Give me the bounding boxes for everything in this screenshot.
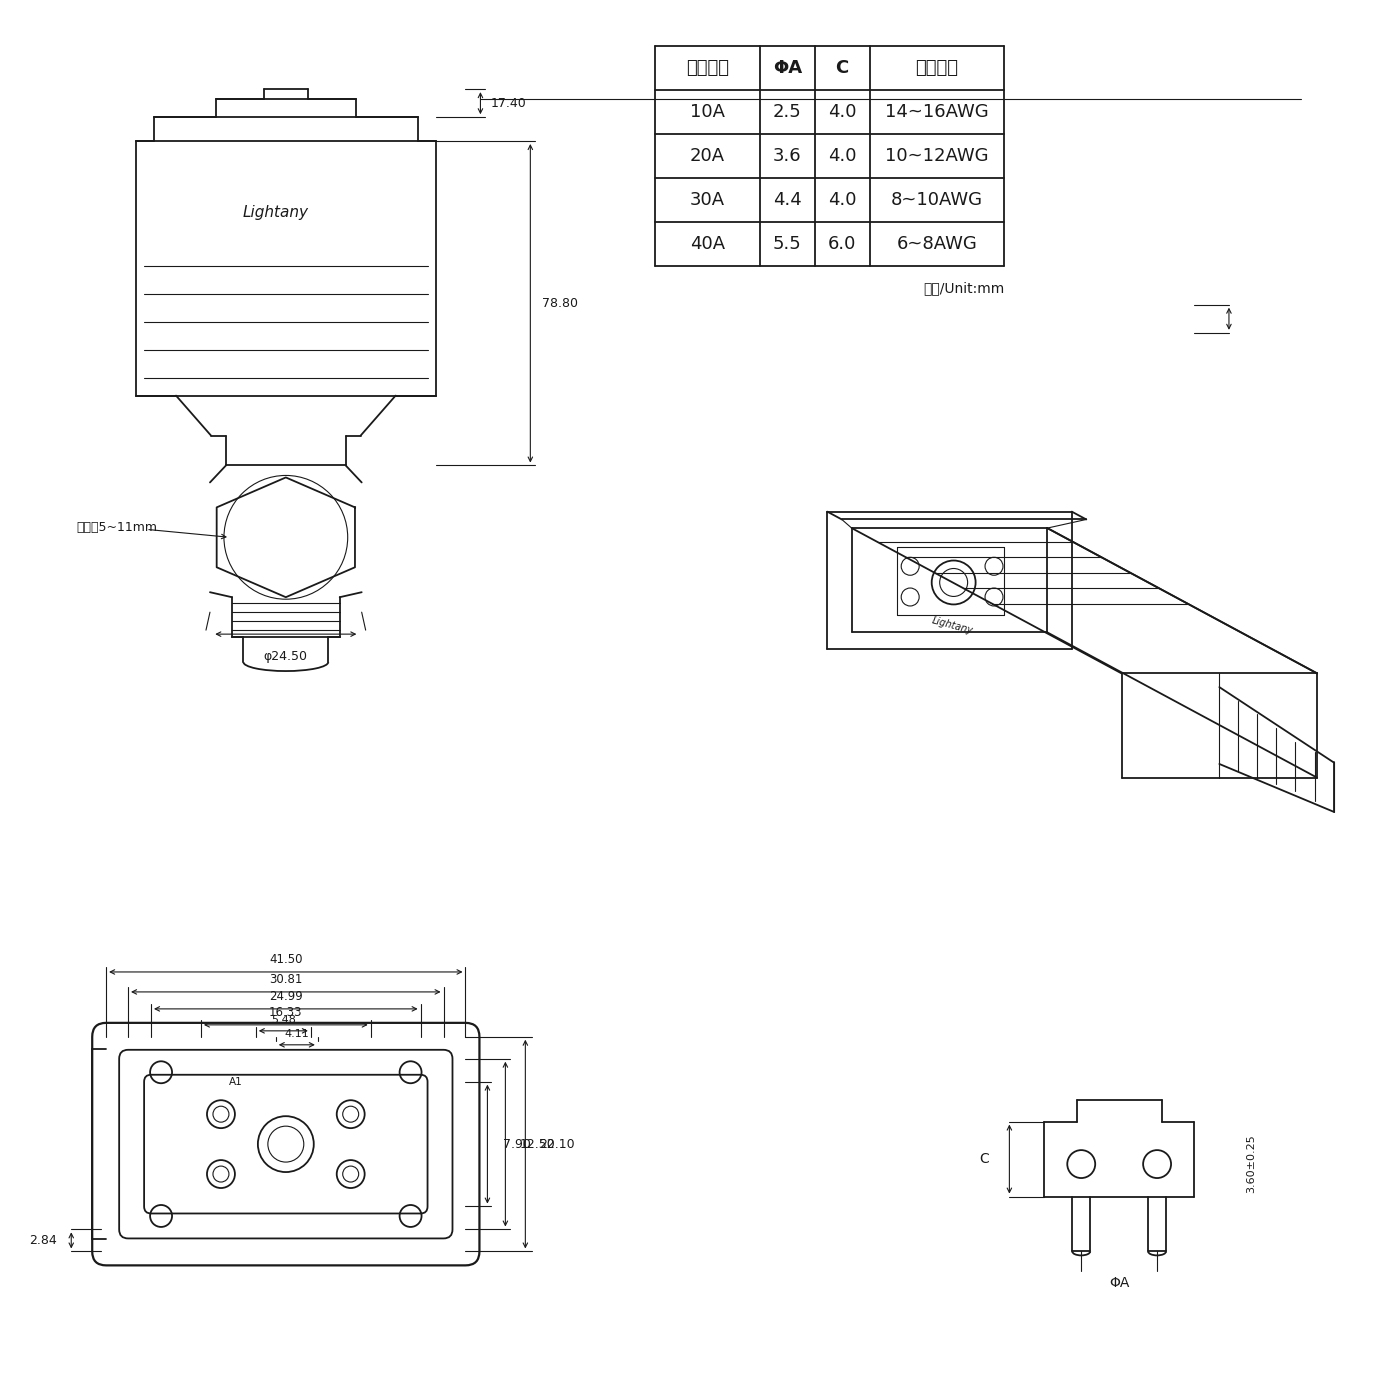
Text: 出线员5~11mm: 出线员5~11mm xyxy=(76,521,157,533)
Text: 6.0: 6.0 xyxy=(827,235,857,253)
Text: 额定电流: 额定电流 xyxy=(686,59,729,77)
Text: 17.40: 17.40 xyxy=(490,97,526,109)
Text: 2.5: 2.5 xyxy=(773,104,802,122)
Text: 12.50: 12.50 xyxy=(519,1138,556,1151)
Text: 6~8AWG: 6~8AWG xyxy=(896,235,977,253)
Text: 40A: 40A xyxy=(690,235,725,253)
Text: 30.81: 30.81 xyxy=(269,973,302,987)
Text: 30A: 30A xyxy=(690,190,725,209)
Text: C: C xyxy=(980,1152,990,1166)
Text: 4.0: 4.0 xyxy=(827,104,857,122)
Text: 2.84: 2.84 xyxy=(29,1233,57,1247)
Text: ΦA: ΦA xyxy=(1109,1277,1130,1291)
Text: ΦA: ΦA xyxy=(773,59,802,77)
Text: φ24.50: φ24.50 xyxy=(263,650,308,662)
Text: 4.0: 4.0 xyxy=(827,190,857,209)
Text: 78.80: 78.80 xyxy=(542,297,578,309)
Text: 3.6: 3.6 xyxy=(773,147,802,165)
Text: 20A: 20A xyxy=(690,147,725,165)
Text: 8~10AWG: 8~10AWG xyxy=(890,190,983,209)
Text: 单位/Unit:mm: 单位/Unit:mm xyxy=(923,281,1004,295)
Text: Lightany: Lightany xyxy=(931,615,974,636)
Text: 16.33: 16.33 xyxy=(269,1007,302,1019)
Text: 7.90: 7.90 xyxy=(504,1138,532,1151)
Text: 4.11: 4.11 xyxy=(284,1029,309,1039)
Text: C: C xyxy=(836,59,848,77)
Text: 10A: 10A xyxy=(690,104,725,122)
Text: 3.60±0.25: 3.60±0.25 xyxy=(1246,1135,1256,1193)
Text: 4.0: 4.0 xyxy=(827,147,857,165)
Text: A1: A1 xyxy=(230,1077,242,1088)
Text: Lightany: Lightany xyxy=(242,204,309,220)
Text: 22.10: 22.10 xyxy=(539,1138,575,1151)
Text: 5.48: 5.48 xyxy=(270,1015,295,1025)
Text: 5.5: 5.5 xyxy=(773,235,802,253)
Text: 4.4: 4.4 xyxy=(773,190,802,209)
Text: 10~12AWG: 10~12AWG xyxy=(885,147,988,165)
Text: 41.50: 41.50 xyxy=(269,953,302,966)
Text: 14~16AWG: 14~16AWG xyxy=(885,104,988,122)
Text: 线材规格: 线材规格 xyxy=(916,59,959,77)
Text: 24.99: 24.99 xyxy=(269,990,302,1004)
